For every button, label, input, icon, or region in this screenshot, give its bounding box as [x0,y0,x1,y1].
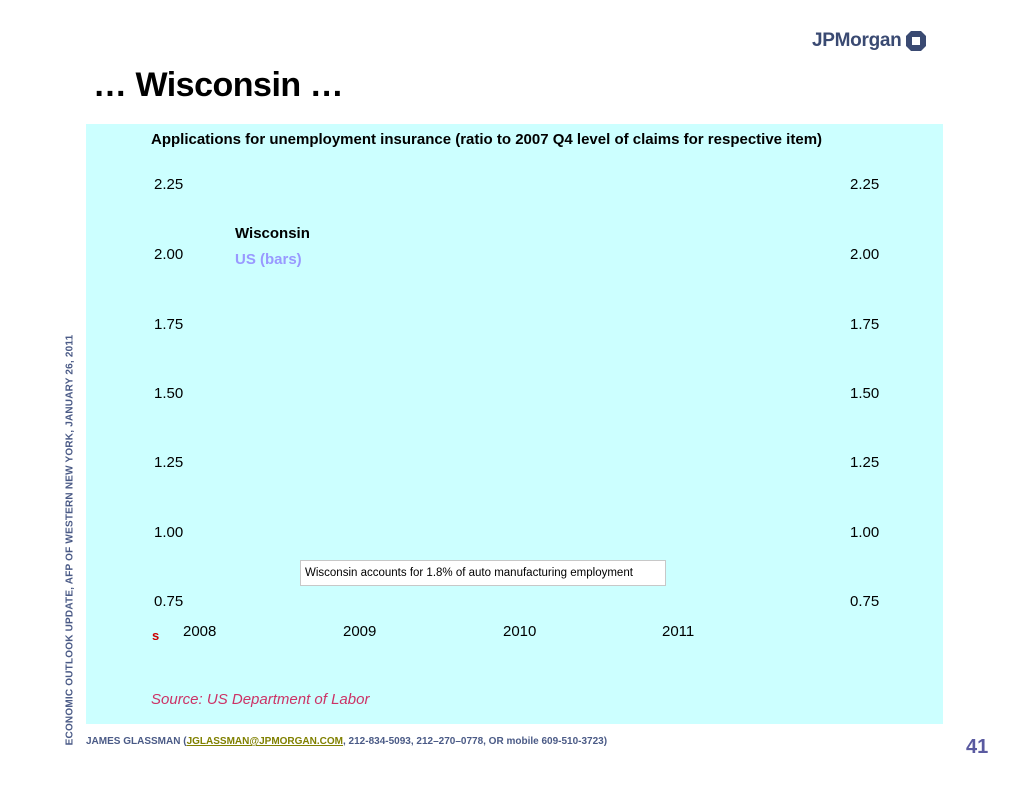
y-tick-right: 0.75 [850,593,880,610]
jpmorgan-logo: JPMorgan [812,28,927,54]
logo-text: JPMorgan [812,30,902,51]
y-tick-left: 1.50 [154,385,184,402]
y-tick-right: 1.25 [850,454,880,471]
y-tick-right: 2.00 [850,246,880,263]
y-tick-right: 1.00 [850,524,880,541]
chart-annotation: Wisconsin accounts for 1.8% of auto manu… [300,560,666,586]
y-tick-right: 1.75 [850,316,880,333]
x-tick-label: 2010 [503,623,537,640]
chart-panel [86,124,943,724]
chart-title: Applications for unemployment insurance … [151,131,823,148]
slide-title: … Wisconsin … [93,66,344,104]
y-tick-right: 1.50 [850,385,880,402]
octagon-logo-icon [906,31,927,51]
page-number: 41 [966,736,989,758]
footer-suffix: , 212-834-5093, 212–270–0778, OR mobile … [343,736,608,747]
legend-wisconsin: Wisconsin [235,225,310,242]
y-tick-left: 1.75 [154,316,184,333]
y-tick-left: 0.75 [154,593,184,610]
footer-contact: JAMES GLASSMAN (JGLASSMAN@JPMORGAN.COM, … [86,736,607,747]
x-tick-label: 2008 [183,623,217,640]
x-tick-label: 2009 [343,623,377,640]
y-tick-left: 2.00 [154,246,184,263]
legend-us: US (bars) [235,251,302,268]
footer-prefix: JAMES GLASSMAN ( [86,736,187,747]
x-tick-label: 2011 [662,623,695,640]
footer-email-link[interactable]: JGLASSMAN@JPMORGAN.COM [186,736,343,747]
y-tick-left: 1.25 [154,454,184,471]
y-tick-right: 2.25 [850,176,880,193]
source-note: Source: US Department of Labor [151,691,370,708]
side-event-label: ECONOMIC OUTLOOK UPDATE, AFP OF WESTERN … [64,334,76,746]
y-tick-left: 2.25 [154,176,184,193]
y-tick-left: 1.00 [154,524,184,541]
s-marker: s [152,628,160,643]
